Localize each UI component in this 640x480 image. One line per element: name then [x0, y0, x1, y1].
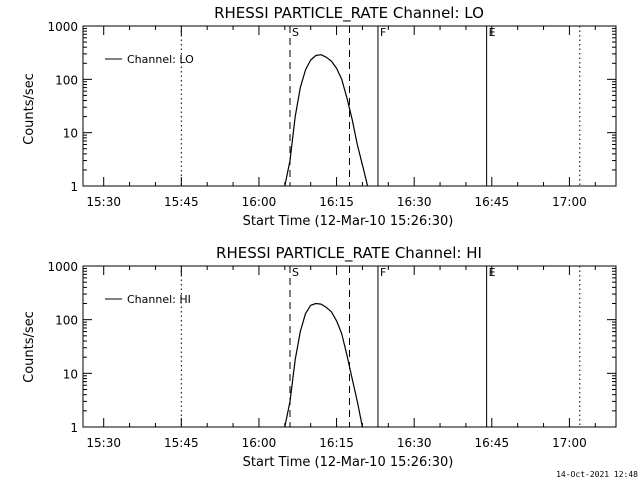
chart-title: RHESSI PARTICLE_RATE Channel: HI [216, 244, 482, 263]
y-tick-label: 10 [63, 367, 78, 381]
legend-entry: Channel: HI [127, 293, 191, 306]
x-tick-label: 17:00 [552, 195, 587, 209]
y-tick-label: 1 [70, 421, 78, 435]
chart-title: RHESSI PARTICLE_RATE Channel: LO [214, 4, 484, 23]
x-tick-label: 16:15 [319, 195, 354, 209]
y-axis-label: Counts/sec [22, 311, 37, 383]
x-axis-label: Start Time (12-Mar-10 15:26:30) [243, 455, 454, 470]
x-tick-label: 16:45 [475, 436, 510, 450]
event-marker-label: S [292, 266, 299, 279]
x-tick-label: 16:00 [242, 436, 277, 450]
y-tick-label: 10 [63, 127, 78, 141]
y-tick-label: 100 [55, 73, 78, 87]
x-tick-label: 15:30 [86, 195, 121, 209]
legend-entry: Channel: LO [127, 53, 194, 66]
event-marker-label: F [380, 26, 386, 39]
x-axis-label: Start Time (12-Mar-10 15:26:30) [243, 214, 454, 229]
x-tick-label: 16:00 [242, 195, 277, 209]
event-marker-label: S [292, 26, 299, 39]
y-tick-label: 1 [70, 180, 78, 194]
series-line [284, 302, 363, 428]
legend: Channel: HI [105, 293, 191, 306]
x-tick-label: 16:30 [397, 195, 432, 209]
y-axis-label: Counts/sec [22, 73, 37, 145]
generation-timestamp: 14-Oct-2021 12:48 [556, 470, 638, 479]
legend: Channel: LO [105, 53, 194, 66]
event-marker-label: E [489, 26, 496, 39]
y-tick-label: 100 [55, 314, 78, 328]
y-tick-label: 1000 [47, 20, 78, 34]
series-line [284, 54, 369, 187]
x-tick-label: 16:45 [475, 195, 510, 209]
x-tick-label: 15:30 [86, 436, 121, 450]
x-tick-label: 15:45 [164, 195, 199, 209]
event-marker-label: E [489, 266, 496, 279]
x-tick-label: 16:15 [319, 436, 354, 450]
chart-panel-hi: RHESSI PARTICLE_RATE Channel: HI Counts/… [22, 244, 617, 470]
x-tick-label: 17:00 [552, 436, 587, 450]
event-marker-label: F [380, 266, 386, 279]
chart-panel-lo: RHESSI PARTICLE_RATE Channel: LO Counts/… [22, 4, 617, 229]
x-tick-label: 16:30 [397, 436, 432, 450]
x-tick-label: 15:45 [164, 436, 199, 450]
y-tick-label: 1000 [47, 260, 78, 274]
